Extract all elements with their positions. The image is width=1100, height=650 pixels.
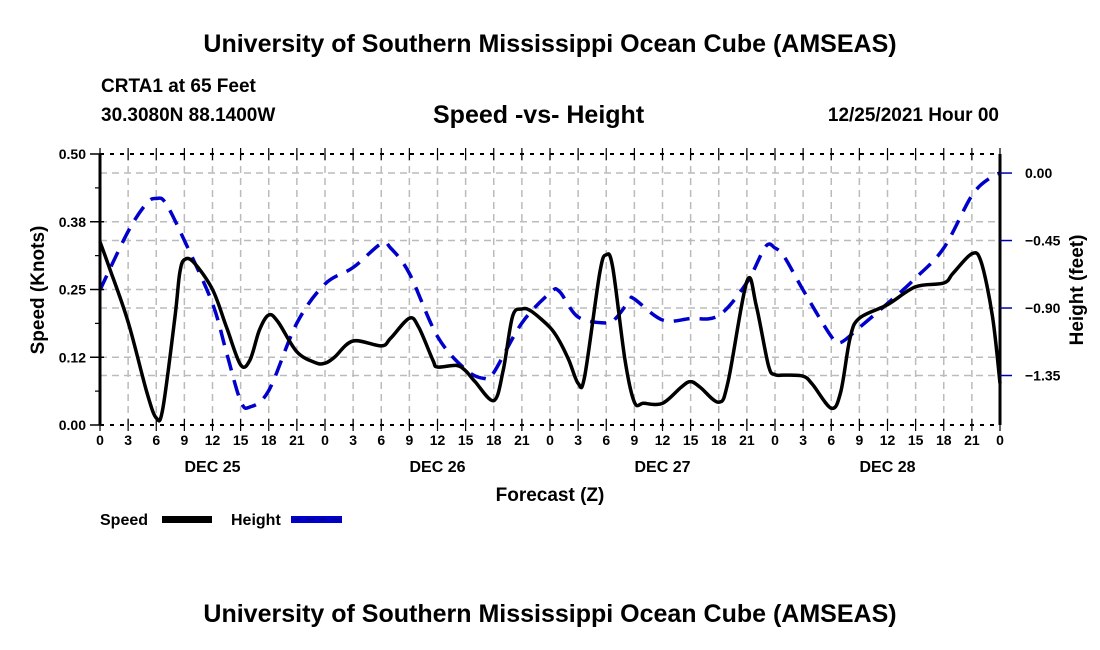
x-tick-label: 15 [908, 432, 924, 448]
coordinates-label: 30.3080N 88.1400W [101, 105, 276, 126]
x-tick-label: 18 [936, 432, 952, 448]
x-tick-label: 0 [996, 432, 1004, 448]
x-tick-label: 9 [180, 432, 188, 448]
x-tick-label: 12 [880, 432, 896, 448]
y2-axis-title: Height (feet) [1067, 235, 1088, 346]
y-tick-label: 0.00 [59, 417, 86, 433]
y2-tick-label: −0.45 [1025, 233, 1061, 249]
x-tick-label: 6 [827, 432, 835, 448]
axes [90, 148, 1012, 431]
x-day-label: DEC 28 [859, 459, 915, 476]
forecast-datetime: 12/25/2021 Hour 00 [827, 105, 999, 126]
x-tick-label: 9 [630, 432, 638, 448]
x-tick-label: 9 [855, 432, 863, 448]
x-tick-label: 12 [655, 432, 671, 448]
y-axis-title: Speed (Knots) [28, 226, 49, 355]
x-tick-label: 12 [430, 432, 446, 448]
x-tick-label: 15 [683, 432, 699, 448]
legend-label-speed: Speed [100, 512, 148, 529]
y-tick-label: 0.12 [59, 349, 86, 365]
x-tick-label: 3 [799, 432, 807, 448]
y-tick-label: 0.50 [59, 146, 86, 162]
x-tick-label: 15 [233, 432, 249, 448]
series-lines [98, 171, 1002, 423]
legend-swatch-speed [162, 516, 212, 523]
tick-labels: 0 3 6 9 12 15 18 21 0 3 6 9 12 15 18 21 0 3 6 9 12 15 18 21 0 3 6 9… [59, 146, 1061, 476]
station-label: CRTA1 at 65 Feet [101, 76, 256, 97]
x-tick-label: 0 [96, 432, 104, 448]
x-day-label: DEC 27 [634, 459, 690, 476]
x-tick-label: 3 [349, 432, 357, 448]
y-tick-label: 0.38 [59, 214, 86, 230]
y-tick-label: 0.25 [59, 282, 86, 298]
x-tick-label: 18 [486, 432, 502, 448]
series-line-speed [98, 241, 1002, 423]
footer-title: University of Southern Mississippi Ocean… [203, 600, 897, 628]
x-tick-label: 21 [289, 432, 305, 448]
x-tick-label: 3 [574, 432, 582, 448]
legend: Speed Height [100, 512, 342, 529]
y2-tick-label: −0.90 [1025, 300, 1061, 316]
x-tick-label: 0 [546, 432, 554, 448]
main-title: University of Southern Mississippi Ocean… [203, 30, 897, 58]
x-axis-title: Forecast (Z) [496, 485, 605, 506]
x-tick-label: 12 [205, 432, 221, 448]
x-tick-label: 0 [321, 432, 329, 448]
x-day-label: DEC 26 [409, 459, 465, 476]
legend-label-height: Height [231, 512, 281, 529]
x-day-label: DEC 25 [184, 459, 240, 476]
x-tick-label: 6 [377, 432, 385, 448]
y2-tick-label: 0.00 [1025, 165, 1052, 181]
chart-subtitle: Speed -vs- Height [433, 101, 645, 129]
x-tick-label: 18 [261, 432, 277, 448]
x-tick-label: 3 [124, 432, 132, 448]
x-tick-label: 21 [739, 432, 755, 448]
x-tick-label: 6 [602, 432, 610, 448]
x-tick-label: 0 [771, 432, 779, 448]
grid-lines [100, 154, 1000, 425]
x-tick-label: 21 [964, 432, 980, 448]
x-tick-label: 15 [458, 432, 474, 448]
y2-tick-label: −1.35 [1025, 368, 1061, 384]
x-tick-label: 6 [152, 432, 160, 448]
x-tick-label: 21 [514, 432, 530, 448]
x-tick-label: 9 [405, 432, 413, 448]
legend-swatch-height [291, 516, 342, 523]
x-tick-label: 18 [711, 432, 727, 448]
